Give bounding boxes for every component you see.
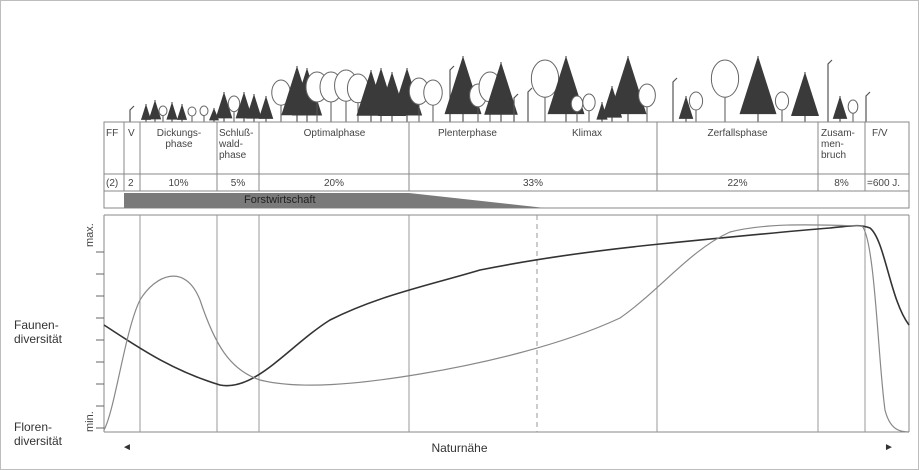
phase-ff: FF xyxy=(106,128,119,139)
pct-fv: =600 J. xyxy=(867,178,901,189)
pct-schluss: 5% xyxy=(230,178,246,189)
axis-max-label: max. xyxy=(84,223,96,247)
axis-min-label: min. xyxy=(84,411,96,432)
phase-dickung: Dickungs- phase xyxy=(156,128,202,150)
flora-curve xyxy=(103,224,910,433)
y-axis-ticks xyxy=(96,251,104,429)
phase-plenter: Plenterphase xyxy=(438,128,497,139)
phase-fv: F/V xyxy=(872,128,888,139)
left-arrow-icon: ◄ xyxy=(122,442,132,453)
phase-v: V xyxy=(128,128,135,139)
forstwirtschaft-label: Forstwirtschaft xyxy=(244,194,316,206)
forest-silhouette xyxy=(129,56,871,122)
phase-klimax: Klimax xyxy=(572,128,603,139)
pct-ff: (2) xyxy=(106,178,119,189)
xaxis-label: Naturnähe xyxy=(431,441,488,455)
phase-zerfall: Zerfallsphase xyxy=(707,128,768,139)
pct-plenter: 33% xyxy=(522,178,543,189)
phase-zusammen: Zusam- men- bruch xyxy=(821,128,855,161)
fauna-curve xyxy=(103,224,910,387)
right-arrow-icon: ► xyxy=(884,442,894,453)
fauna-label: Faunen- diversität xyxy=(14,318,63,346)
graph-phase-lines xyxy=(139,215,866,432)
phase-schluss: Schluß- wald- phase xyxy=(219,128,254,161)
pct-optimal: 20% xyxy=(323,178,344,189)
phase-optimal: Optimalphase xyxy=(303,128,366,139)
graph-area xyxy=(96,214,910,433)
pct-v: 2 xyxy=(128,178,134,189)
pct-zusammen: 8% xyxy=(834,178,849,189)
pct-dickung: 10% xyxy=(168,178,189,189)
pct-zerfall: 22% xyxy=(727,178,748,189)
forstwirtschaft-bar xyxy=(124,193,545,208)
flora-label: Floren- diversität xyxy=(14,420,63,448)
